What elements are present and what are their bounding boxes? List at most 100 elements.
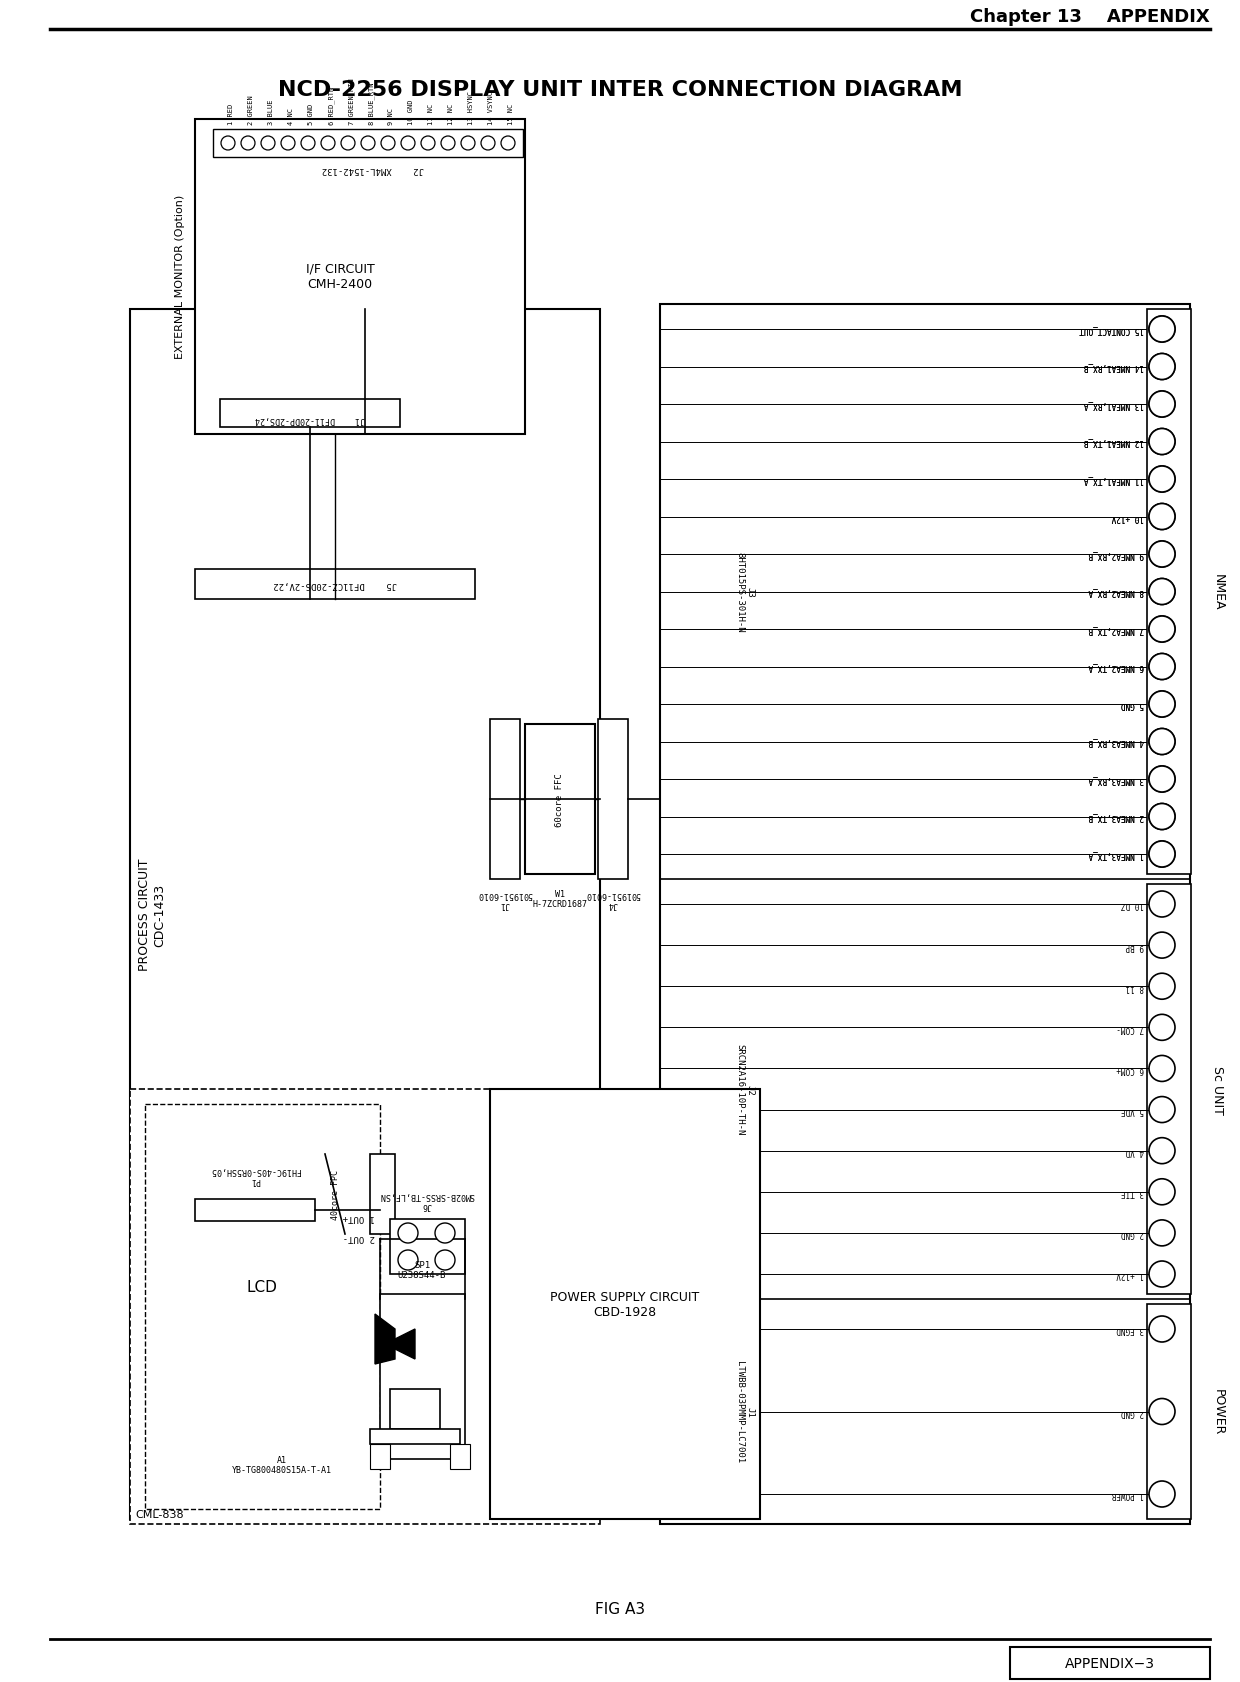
Circle shape <box>1149 691 1176 718</box>
Bar <box>1147 1304 1190 1519</box>
Text: 2 GND: 2 GND <box>1121 1228 1145 1238</box>
Text: J2    XM4L-1542-132: J2 XM4L-1542-132 <box>322 165 424 173</box>
Text: APPENDIX−3: APPENDIX−3 <box>1065 1657 1154 1670</box>
Circle shape <box>1149 1056 1176 1082</box>
Circle shape <box>1149 392 1176 417</box>
Circle shape <box>441 136 455 151</box>
Circle shape <box>1149 316 1176 343</box>
Circle shape <box>1149 728 1176 755</box>
Text: 5 VDE: 5 VDE <box>1121 1105 1145 1115</box>
Circle shape <box>381 136 396 151</box>
Circle shape <box>1149 1097 1176 1124</box>
Circle shape <box>1149 654 1176 680</box>
Text: 13 NMEA1,RX_A: 13 NMEA1,RX_A <box>1084 400 1145 409</box>
Text: 1 RED: 1 RED <box>228 104 234 124</box>
Circle shape <box>422 136 435 151</box>
Circle shape <box>435 1223 455 1243</box>
Text: NCD-2256 DISPLAY UNIT INTER CONNECTION DIAGRAM: NCD-2256 DISPLAY UNIT INTER CONNECTION D… <box>278 81 962 99</box>
Text: 1 OUT+: 1 OUT+ <box>342 1213 374 1221</box>
Bar <box>1147 885 1190 1293</box>
Text: Sc UNIT: Sc UNIT <box>1211 1065 1225 1113</box>
Circle shape <box>1149 505 1176 530</box>
Text: 15 CONTACT_OUT: 15 CONTACT_OUT <box>1079 325 1145 335</box>
Circle shape <box>341 136 355 151</box>
Text: 9 NMEA2,RX_B: 9 NMEA2,RX_B <box>1089 550 1145 558</box>
Text: 2 NMEA3,TX_B: 2 NMEA3,TX_B <box>1089 812 1145 821</box>
Text: 3 BLUE: 3 BLUE <box>268 99 274 124</box>
Circle shape <box>1149 1482 1176 1507</box>
Circle shape <box>501 136 515 151</box>
Text: 10 +12V: 10 +12V <box>1111 513 1145 521</box>
Text: 4 VD: 4 VD <box>1126 1147 1145 1156</box>
Text: 9 NC: 9 NC <box>388 108 394 124</box>
Circle shape <box>1149 355 1176 380</box>
Circle shape <box>1149 466 1176 493</box>
Bar <box>195 1199 315 1221</box>
Bar <box>379 1293 465 1458</box>
Circle shape <box>1149 617 1176 643</box>
Text: 4 NMEA3,RX_B: 4 NMEA3,RX_B <box>1089 738 1145 747</box>
Text: 5 GND: 5 GND <box>1121 700 1145 710</box>
Text: 4 NC: 4 NC <box>288 108 294 124</box>
Text: 7 NMEA2,TX_B: 7 NMEA2,TX_B <box>1089 626 1145 634</box>
Text: 11 NC: 11 NC <box>428 104 434 124</box>
Text: 6 RED_RTN: 6 RED_RTN <box>329 87 335 124</box>
Text: 12 NMEA1,TX_B: 12 NMEA1,TX_B <box>1084 437 1145 447</box>
Circle shape <box>1149 1262 1176 1287</box>
Circle shape <box>241 136 255 151</box>
Bar <box>1147 309 1190 875</box>
Circle shape <box>1149 542 1176 567</box>
Polygon shape <box>396 1329 415 1359</box>
Circle shape <box>321 136 335 151</box>
Text: J1    DF11-20DP-2DS,24: J1 DF11-20DP-2DS,24 <box>255 414 365 424</box>
Bar <box>490 1090 760 1519</box>
Circle shape <box>461 136 475 151</box>
Text: 8 NMEA2,RX_A: 8 NMEA2,RX_A <box>1089 587 1145 597</box>
Text: NMEA: NMEA <box>1211 574 1225 611</box>
Text: J6
SM02B-SRSS-TB,LF,SN: J6 SM02B-SRSS-TB,LF,SN <box>379 1189 475 1209</box>
Bar <box>195 119 525 434</box>
Text: 40core FPC: 40core FPC <box>331 1169 340 1219</box>
Text: 5 GND: 5 GND <box>308 104 314 124</box>
Text: POWER: POWER <box>1211 1388 1225 1435</box>
Circle shape <box>221 136 236 151</box>
Bar <box>450 1445 470 1468</box>
Circle shape <box>1149 579 1176 606</box>
Circle shape <box>1149 1179 1176 1204</box>
Circle shape <box>1149 841 1176 868</box>
Bar <box>370 1430 460 1445</box>
Text: 1 NMEA3,TX_A: 1 NMEA3,TX_A <box>1089 849 1145 860</box>
Bar <box>660 304 1190 1524</box>
Text: 14 NMEA1,RX_B: 14 NMEA1,RX_B <box>1084 363 1145 372</box>
Text: 9 NMEA2,RX_B: 9 NMEA2,RX_B <box>1089 550 1145 558</box>
Circle shape <box>1149 505 1176 530</box>
Text: 14 VSYNC: 14 VSYNC <box>489 91 494 124</box>
Text: P1
FH19C-40S-0R5SH,05: P1 FH19C-40S-0R5SH,05 <box>210 1166 300 1184</box>
Circle shape <box>1149 429 1176 456</box>
Bar <box>598 720 627 880</box>
Bar <box>130 1090 600 1524</box>
Text: SP1
U238S44-B: SP1 U238S44-B <box>398 1260 446 1280</box>
Text: 4 NMEA3,RX_B: 4 NMEA3,RX_B <box>1089 738 1145 747</box>
Bar <box>145 1105 379 1509</box>
Circle shape <box>401 136 415 151</box>
Bar <box>1011 1647 1210 1679</box>
Text: 10 DZ: 10 DZ <box>1121 900 1145 908</box>
Text: 3 NMEA3,RX_A: 3 NMEA3,RX_A <box>1089 775 1145 784</box>
Text: 3 NMEA3,RX_A: 3 NMEA3,RX_A <box>1089 775 1145 784</box>
Text: PROCESS CIRCUIT
CDC-1433: PROCESS CIRCUIT CDC-1433 <box>138 858 166 971</box>
Circle shape <box>301 136 315 151</box>
Bar <box>525 725 595 875</box>
Circle shape <box>1149 974 1176 999</box>
Circle shape <box>1149 355 1176 380</box>
Circle shape <box>1149 932 1176 959</box>
Circle shape <box>435 1250 455 1270</box>
Circle shape <box>1149 316 1176 343</box>
Text: 1 NMEA3,TX_A: 1 NMEA3,TX_A <box>1089 849 1145 860</box>
Bar <box>391 1389 440 1430</box>
Circle shape <box>1149 617 1176 643</box>
Circle shape <box>1149 891 1176 917</box>
Text: 7 NMEA2,TX_B: 7 NMEA2,TX_B <box>1089 626 1145 634</box>
Text: W1
H-7ZCRD1687: W1 H-7ZCRD1687 <box>532 890 588 908</box>
Bar <box>213 130 523 158</box>
